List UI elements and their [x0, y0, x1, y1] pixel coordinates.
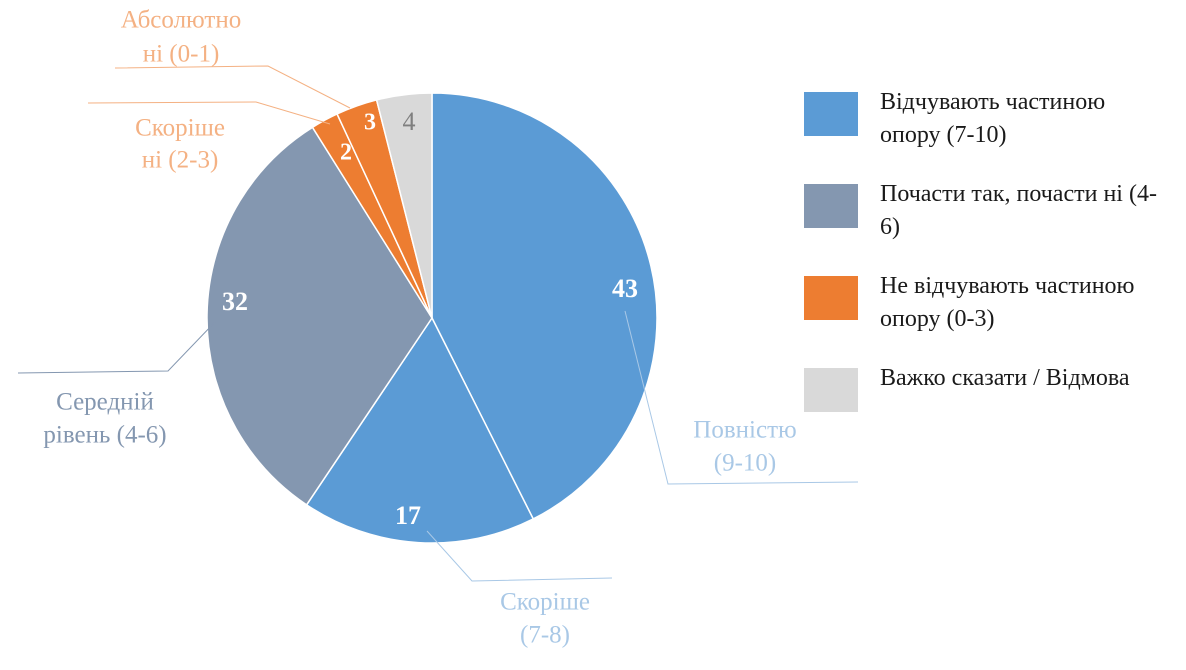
legend-swatch — [804, 92, 858, 136]
legend-swatch — [804, 184, 858, 228]
data-label: 17 — [395, 501, 421, 530]
data-label: 43 — [612, 274, 638, 303]
category-label: Скоріше — [500, 589, 590, 616]
leader-line — [114, 65, 351, 109]
legend-item: Важко сказати / Відмова — [804, 362, 1174, 454]
data-label: 2 — [340, 140, 352, 166]
pie-slices — [206, 92, 658, 544]
legend-label: Відчувають частиною опору (7-10) — [880, 89, 1106, 148]
category-label: ні (0-1) — [143, 41, 220, 68]
pie-slice — [206, 126, 433, 506]
category-label: Абсолютно — [121, 7, 241, 34]
data-label: 32 — [222, 287, 248, 316]
legend-item: Почасти так, почасти ні (4-6) — [804, 178, 1174, 270]
category-label: (9-10) — [714, 450, 776, 477]
legend-label: Почасти так, почасти ні (4-6) — [880, 181, 1157, 240]
legend-item: Не відчувають частиною опору (0-3) — [804, 270, 1174, 362]
leader-lines — [17, 65, 859, 582]
data-labels: 43 17 32 23 4 — [222, 107, 638, 530]
leader-line — [624, 310, 859, 485]
legend-label: Не відчувають частиною опору (0-3) — [880, 273, 1135, 332]
leader-line — [87, 101, 331, 125]
category-label: Скоріше — [135, 115, 225, 142]
category-labels: Повністю (9-10) Скоріше (7-8) Середній рівень… — [43, 7, 796, 649]
legend-item: Відчувають частиною опору (7-10) — [804, 86, 1174, 178]
data-label: 4 — [403, 107, 416, 136]
category-label: ні (2-3) — [142, 147, 219, 174]
leader-line — [426, 530, 613, 582]
legend-swatch — [804, 276, 858, 320]
category-label: (7-8) — [520, 622, 570, 649]
leader-line — [17, 321, 216, 374]
category-label: рівень (4-6) — [43, 422, 166, 449]
category-label: Середній — [56, 389, 154, 416]
category-label: Повністю — [693, 417, 796, 444]
legend-swatch — [804, 368, 858, 412]
legend: Відчувають частиною опору (7-10) Почасти… — [804, 86, 1174, 454]
pie-slice — [305, 316, 535, 544]
pie-slice — [431, 92, 658, 520]
data-label: 3 — [364, 110, 376, 136]
legend-label: Важко сказати / Відмова — [880, 365, 1130, 391]
pie-slice — [375, 92, 433, 319]
